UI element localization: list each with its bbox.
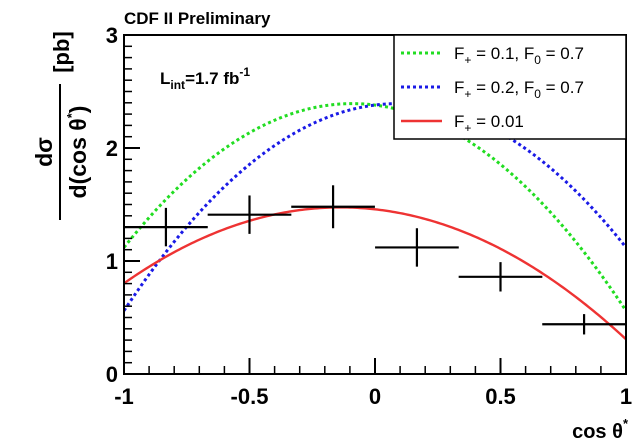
y-axis-label: dσ d(cos θ*) [pb] bbox=[31, 31, 91, 220]
data-point bbox=[542, 314, 626, 335]
y-tick-label: 0 bbox=[106, 362, 118, 387]
legend-entry-2: F+ = 0.2, F0 = 0.7 bbox=[454, 78, 584, 101]
data-points bbox=[124, 185, 626, 335]
y-label-denominator: d(cos θ*) bbox=[64, 106, 91, 199]
data-point bbox=[291, 185, 375, 229]
y-label-numerator: dσ bbox=[31, 137, 57, 167]
model-curve-1 bbox=[124, 102, 626, 312]
y-label-unit: [pb] bbox=[49, 31, 74, 73]
chart-header: CDF II Preliminary bbox=[124, 9, 271, 28]
x-tick-label: 0.5 bbox=[485, 384, 516, 409]
legend-entry-1: F+ = 0.1, F0 = 0.7 bbox=[454, 44, 584, 67]
data-point bbox=[458, 262, 543, 292]
x-tick-label: -1 bbox=[114, 384, 134, 409]
x-tick-label: -0.5 bbox=[231, 384, 269, 409]
data-point bbox=[124, 207, 208, 247]
y-tick-label: 1 bbox=[106, 249, 118, 274]
axis-ticks: -1 -0.5 0 0.5 1 0 1 2 3 bbox=[106, 23, 632, 409]
model-curves bbox=[124, 102, 626, 341]
model-curve-3 bbox=[124, 206, 626, 341]
legend-entry-3: F+ = 0.01 bbox=[454, 112, 524, 135]
x-axis-label: cos θ* bbox=[572, 416, 629, 443]
data-point bbox=[375, 228, 459, 267]
luminosity-label: Lint=1.7 fb-1 bbox=[160, 65, 250, 92]
y-tick-label: 3 bbox=[106, 23, 118, 48]
data-point bbox=[207, 195, 292, 234]
x-tick-label: 0 bbox=[369, 384, 381, 409]
legend: F+ = 0.1, F0 = 0.7 F+ = 0.2, F0 = 0.7 F+ =… bbox=[393, 34, 627, 140]
y-tick-label: 2 bbox=[106, 136, 118, 161]
x-tick-label: 1 bbox=[620, 384, 632, 409]
